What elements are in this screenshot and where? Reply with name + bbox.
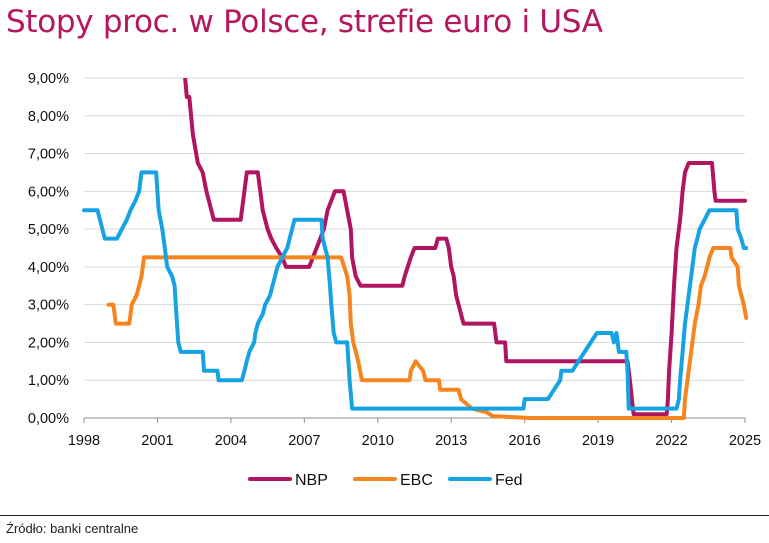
x-tick-label: 2013 <box>435 433 467 449</box>
series-line-nbp <box>183 78 747 417</box>
x-tick-label: 2025 <box>729 433 761 449</box>
y-tick-label: 1,00% <box>28 373 69 389</box>
y-tick-label: 7,00% <box>28 147 69 163</box>
source-note: Źródło: banki centralne <box>6 521 139 536</box>
y-tick-label: 3,00% <box>28 298 69 314</box>
x-tick-label: 2007 <box>288 433 320 449</box>
series-line-fed <box>82 170 749 411</box>
x-tick-label: 2019 <box>582 433 614 449</box>
x-tick-label: 2001 <box>141 433 173 449</box>
y-tick-label: 9,00% <box>28 71 69 87</box>
series-lines <box>82 78 749 420</box>
gridlines <box>84 77 745 381</box>
y-tick-label: 2,00% <box>28 335 69 351</box>
y-tick-label: 0,00% <box>28 411 69 427</box>
y-tick-label: 8,00% <box>28 109 69 125</box>
y-tick-label: 6,00% <box>28 184 69 200</box>
legend-label-fed: Fed <box>495 472 523 489</box>
legend-label-nbp: NBP <box>295 472 328 489</box>
source-divider <box>0 515 769 516</box>
legend: NBP EBC Fed <box>248 472 523 489</box>
y-tick-label: 5,00% <box>28 222 69 238</box>
x-tick-label: 2022 <box>655 433 687 449</box>
axes: 0,00% 1,00% 2,00% 3,00% 4,00% 5,00% 6,00% 7,00%… <box>28 71 761 449</box>
x-tick-label: 2016 <box>509 433 541 449</box>
chart-title: Stopy proc. w Polsce, strefie euro i USA <box>6 4 603 40</box>
x-tick-label: 2010 <box>362 433 394 449</box>
legend-label-ebc: EBC <box>400 472 433 489</box>
x-tick-label: 2004 <box>215 433 247 449</box>
y-tick-label: 4,00% <box>28 260 69 276</box>
x-tick-label: 1998 <box>68 433 100 449</box>
line-chart: 0,00% 1,00% 2,00% 3,00% 4,00% 5,00% 6,00% 7,00%… <box>28 71 761 489</box>
series-line-ebc <box>106 246 749 420</box>
